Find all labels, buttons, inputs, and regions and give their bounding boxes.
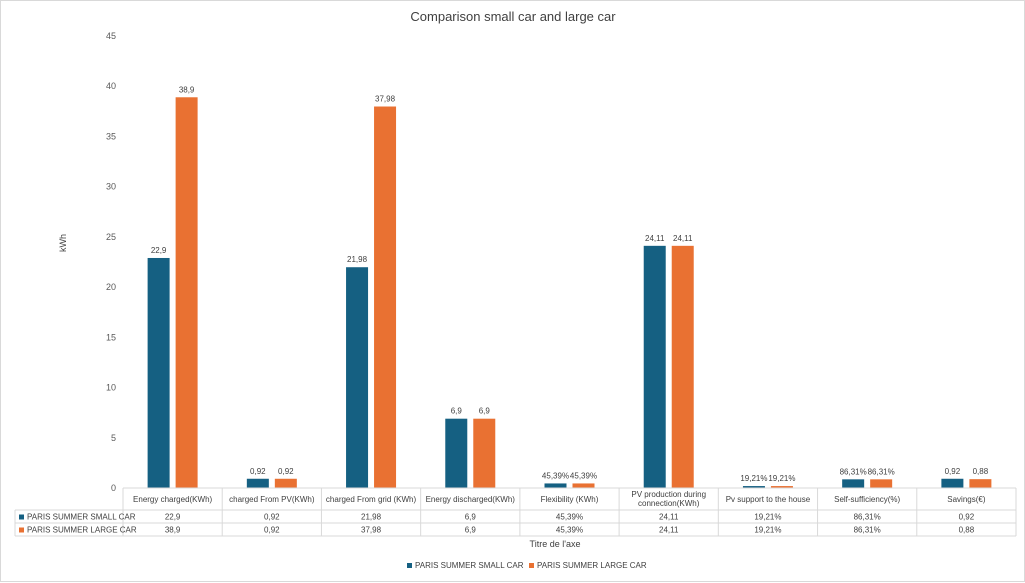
bar	[842, 479, 865, 488]
table-cell: 24,11	[659, 526, 679, 535]
bar	[770, 486, 793, 488]
bar	[572, 483, 595, 488]
table-cell: 38,9	[165, 526, 181, 535]
bar	[374, 106, 397, 489]
table-header-cell: Energy charged(KWh)	[133, 495, 212, 504]
data-label: 19,21%	[768, 474, 795, 483]
table-header-cell: Pv support to the house	[726, 495, 811, 504]
data-label: 24,11	[673, 234, 693, 243]
data-label: 0,92	[250, 467, 266, 476]
bar	[870, 479, 893, 488]
data-label: 86,31%	[840, 467, 867, 476]
table-header-cell: Flexibility (KWh)	[541, 495, 599, 504]
data-label: 45,39%	[542, 471, 569, 480]
bar	[274, 478, 297, 488]
legend-key-swatch	[19, 514, 24, 520]
bar	[473, 418, 496, 488]
table-cell: 0,92	[264, 526, 280, 535]
legend-label: PARIS SUMMER SMALL CAR	[415, 561, 524, 570]
bar	[941, 478, 964, 488]
table-cell: 45,39%	[556, 526, 583, 535]
data-label: 6,9	[479, 407, 491, 416]
series-name: PARIS SUMMER SMALL CAR	[27, 513, 136, 522]
data-label: 0,92	[278, 467, 294, 476]
table-header-cell: Energy discharged(KWh)	[426, 495, 516, 504]
table-header-cell: Savings(€)	[947, 495, 986, 504]
table-cell: 86,31%	[854, 513, 881, 522]
data-label: 6,9	[451, 407, 463, 416]
y-tick-label: 35	[106, 131, 116, 141]
table-cell: 21,98	[361, 513, 382, 522]
data-label: 0,92	[945, 467, 961, 476]
y-tick-label: 40	[106, 81, 116, 91]
bar	[643, 245, 666, 488]
legend-label: PARIS SUMMER LARGE CAR	[537, 561, 647, 570]
legend-swatch	[529, 563, 534, 568]
bar	[969, 479, 992, 488]
y-tick-label: 20	[106, 282, 116, 292]
data-label: 45,39%	[570, 471, 597, 480]
series-name: PARIS SUMMER LARGE CAR	[27, 526, 137, 535]
table-cell: 6,9	[465, 526, 477, 535]
table-cell: 19,21%	[754, 513, 781, 522]
table-cell: 45,39%	[556, 513, 583, 522]
table-cell: 0,92	[959, 513, 975, 522]
bars-group	[147, 97, 992, 489]
table-cell: 37,98	[361, 526, 382, 535]
bar	[246, 478, 269, 488]
data-label: 24,11	[645, 234, 665, 243]
y-tick-label: 0	[111, 483, 116, 493]
data-labels-group: 22,9 0,92 21,98 6,9 45,39% 24,11 19,21% 86,31% 0…	[151, 85, 989, 483]
legend-swatch	[407, 563, 412, 568]
bar	[175, 97, 198, 488]
data-label: 38,9	[179, 85, 195, 94]
data-label: 21,98	[347, 255, 368, 264]
table-cell: 0,92	[264, 513, 280, 522]
table-header-cell: PV production during	[631, 490, 706, 499]
table-header-cell: charged From grid (KWh)	[326, 495, 417, 504]
data-label: 37,98	[375, 95, 396, 104]
bar	[742, 486, 765, 488]
table-header-cell: Self-sufficiency(%)	[834, 495, 900, 504]
y-tick-label: 15	[106, 332, 116, 342]
table-cell: 24,11	[659, 513, 679, 522]
table-cell: 6,9	[465, 513, 477, 522]
table-header-cell: charged From PV(KWh)	[229, 495, 315, 504]
legend: PARIS SUMMER SMALL CAR PARIS SUMMER LARGE…	[407, 561, 647, 570]
bar	[544, 483, 567, 488]
y-tick-label: 10	[106, 383, 116, 393]
data-label: 19,21%	[740, 474, 767, 483]
table-cell: 22,9	[165, 513, 181, 522]
y-axis-title: kWh	[58, 234, 68, 252]
data-table: Energy charged(KWh) charged From PV(KWh) c…	[14, 487, 1017, 537]
table-header-cell: connection(KWh)	[638, 499, 700, 508]
bar	[671, 245, 694, 488]
legend-key-swatch	[19, 527, 24, 533]
y-tick-label: 5	[111, 433, 116, 443]
y-tick-label: 25	[106, 232, 116, 242]
y-tick-label: 30	[106, 182, 116, 192]
y-tick-label: 45	[106, 31, 116, 41]
chart-title: Comparison small car and large car	[410, 9, 616, 24]
data-label: 86,31%	[868, 467, 895, 476]
bar	[147, 257, 170, 488]
bar	[445, 418, 468, 488]
bar	[346, 267, 369, 488]
data-label: 0,88	[973, 467, 989, 476]
data-label: 22,9	[151, 246, 167, 255]
table-cell: 0,88	[959, 526, 975, 535]
x-axis-title: Titre de l'axe	[530, 539, 581, 549]
table-cell: 86,31%	[854, 526, 881, 535]
table-cell: 19,21%	[754, 526, 781, 535]
y-axis-ticks: 0 5 10 15 20 25 30 35 40 45	[106, 31, 116, 493]
